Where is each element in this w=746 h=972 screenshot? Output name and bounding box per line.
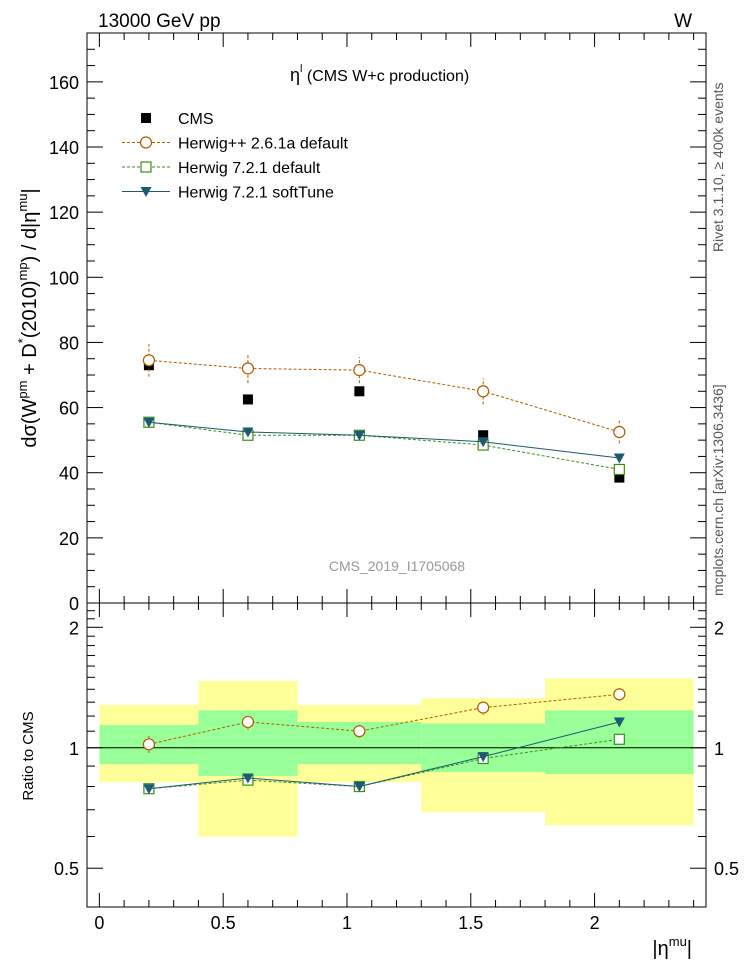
data-point	[354, 386, 365, 397]
data-point	[614, 472, 625, 483]
y-tick-label: 160	[49, 73, 79, 93]
analysis-id-label: CMS_2019_I1705068	[329, 558, 465, 574]
series-line-3	[148, 421, 620, 459]
rivet-version-label: Rivet 3.1.10, ≥ 400k events	[710, 82, 726, 252]
y-tick-label: 120	[49, 203, 79, 223]
main-plot-area: 0 20 40 60 80 100 120 140 160	[49, 32, 707, 614]
y-tick-label-right: 2	[714, 618, 724, 638]
y-tick-label: 40	[59, 464, 79, 484]
data-point	[142, 738, 155, 751]
x-tick-label: 2	[590, 913, 600, 933]
data-point	[613, 688, 626, 701]
data-point	[478, 430, 489, 441]
data-point	[353, 430, 365, 441]
x-tick-label: 0.5	[211, 913, 236, 933]
legend-marker	[141, 113, 151, 123]
data-point	[353, 782, 365, 793]
legend-label: Herwig 7.2.1 default	[178, 160, 321, 177]
data-point	[241, 362, 255, 375]
legend-marker	[139, 136, 153, 149]
data-point	[241, 715, 255, 729]
data-point	[477, 437, 489, 448]
data-point	[613, 425, 626, 439]
ratio-y-axis-title: Ratio to CMS	[20, 711, 37, 800]
x-tick-label: 1.5	[458, 913, 483, 933]
y-tick-label: 60	[59, 399, 79, 419]
y-tick-label-right: 0.5	[714, 859, 739, 879]
legend-label: CMS	[178, 111, 214, 128]
data-point	[143, 417, 155, 428]
y-tick-label: 0	[69, 594, 79, 614]
main-y-axis-title: dσ(Wpm + D*(2010)mp) / d|ηmu|	[15, 188, 41, 447]
x-tick-label: 1	[342, 913, 352, 933]
data-point	[477, 701, 490, 714]
y-tick-label: 20	[59, 529, 79, 549]
ratio-plot-area: 0 0.5 1 1.5 2 0.5 0.5 1 1 2 2	[54, 602, 739, 933]
data-point	[242, 394, 253, 405]
data-point	[613, 733, 625, 745]
legend: CMS Herwig++ 2.6.1a default Herwig 7.2.1 d…	[122, 111, 348, 202]
legend-label: Herwig 7.2.1 softTune	[178, 185, 334, 202]
series-line-1	[148, 359, 620, 433]
legend-marker	[140, 187, 152, 197]
data-point	[613, 453, 625, 464]
y-tick-label-right: 1	[714, 739, 724, 759]
data-point	[477, 385, 490, 398]
plot-title: ηl (CMS W+c production)	[290, 63, 469, 85]
x-tick-label: 0	[94, 913, 104, 933]
data-point	[613, 717, 625, 728]
y-tick-label: 80	[59, 333, 79, 353]
data-point	[142, 354, 155, 367]
y-tick-label: 0.5	[54, 859, 79, 879]
energy-label: 13000 GeV pp	[98, 11, 221, 32]
process-label: W	[674, 11, 692, 32]
legend-label: Herwig++ 2.6.1a default	[178, 136, 348, 153]
data-point	[613, 463, 625, 476]
legend-marker	[140, 161, 152, 173]
data-point	[353, 725, 366, 738]
source-label: mcplots.cern.ch [arXiv:1306.3436]	[710, 384, 726, 596]
y-tick-label: 1	[69, 739, 79, 759]
x-axis-title: |ηmu|	[652, 934, 692, 960]
series-line-1	[148, 693, 620, 745]
y-tick-label: 2	[69, 618, 79, 638]
y-tick-label: 100	[49, 268, 79, 288]
data-point	[143, 784, 155, 795]
data-point	[242, 773, 254, 784]
data-point	[353, 364, 366, 377]
data-point	[242, 427, 254, 438]
data-point	[477, 752, 489, 763]
y-tick-label: 140	[49, 138, 79, 158]
